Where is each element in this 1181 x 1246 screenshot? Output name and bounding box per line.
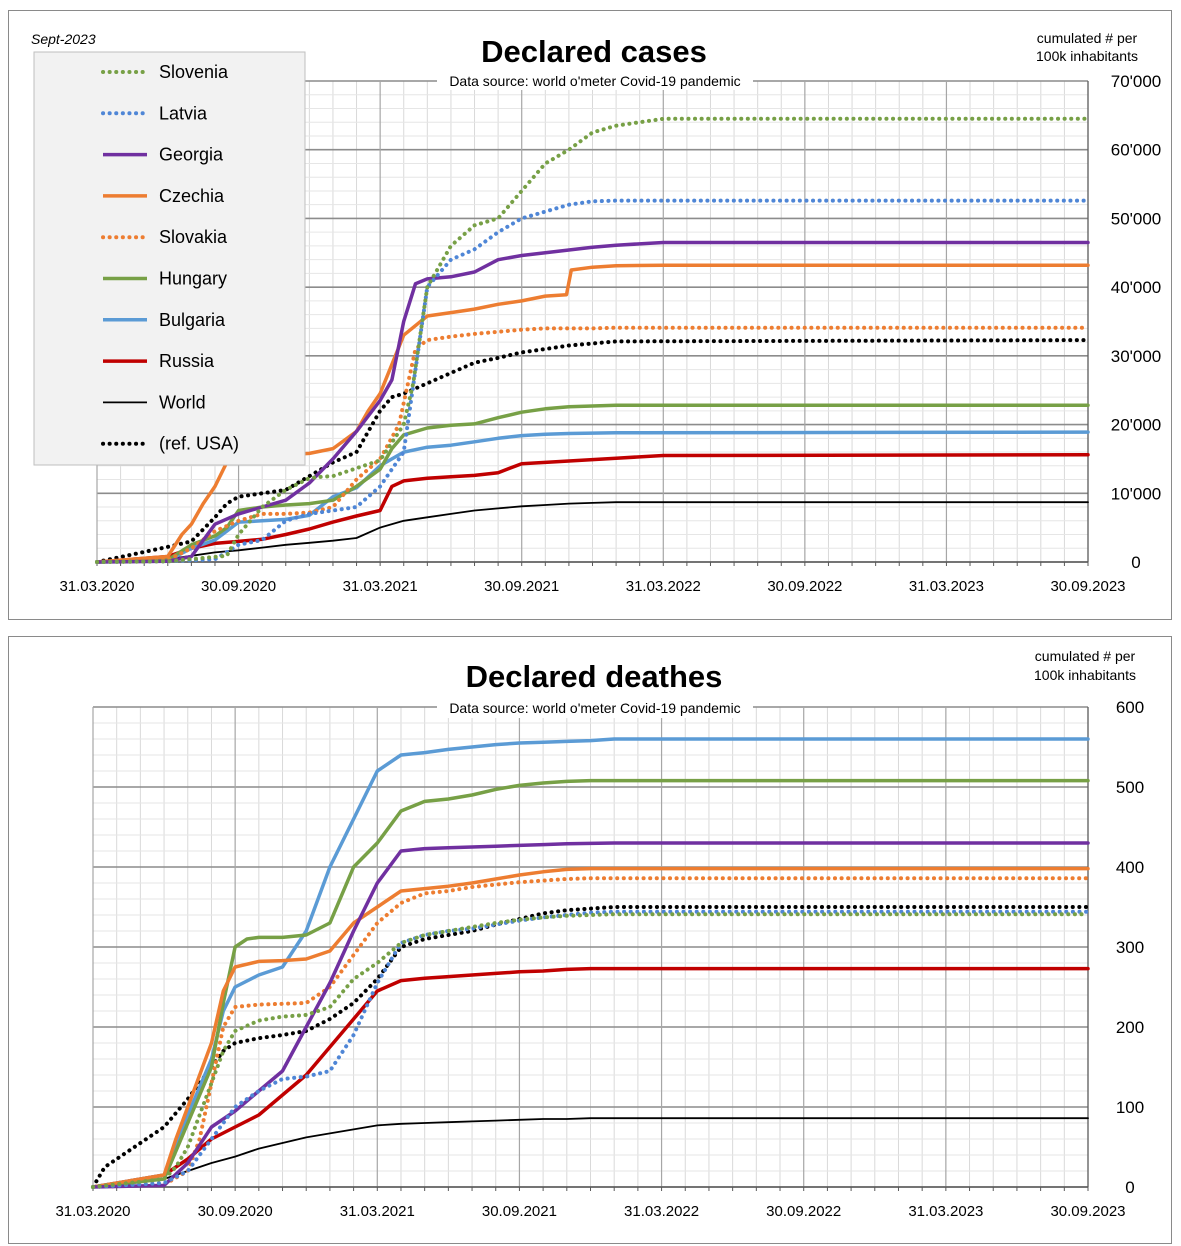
x-tick-label: 30.09.2022: [767, 578, 842, 595]
deaths-unit-label-2: 100k inhabitants: [1034, 667, 1136, 683]
y-tick-label: 10'000: [1111, 484, 1162, 503]
series-line-latvia: [91, 909, 1090, 1189]
cases-unit-label-1: cumulated # per: [1037, 30, 1138, 46]
x-tick-label: 30.09.2023: [1050, 1203, 1125, 1220]
cases-subtitle: Data source: world o'meter Covid-19 pand…: [449, 73, 740, 89]
legend-label-russia: Russia: [159, 351, 215, 371]
series-line-latvia: [95, 198, 1090, 564]
y-tick-label: 500: [1116, 778, 1144, 797]
x-tick-label: 31.03.2020: [55, 1203, 130, 1220]
deaths-subtitle: Data source: world o'meter Covid-19 pand…: [449, 700, 740, 716]
y-tick-label: 300: [1116, 938, 1144, 957]
legend-label-latvia: Latvia: [159, 103, 208, 123]
series-line-georgia: [91, 841, 1090, 1189]
cases-chart-panel: Sept-2023 Declared cases cumulated # per…: [8, 10, 1172, 620]
series-line-czechia: [91, 866, 1090, 1189]
x-tick-label: 31.03.2022: [624, 1203, 699, 1220]
x-tick-label: 30.09.2022: [766, 1203, 841, 1220]
legend: Slovenia Latvia Georgia Czechia Slovakia Hung…: [33, 51, 306, 466]
x-tick-label: 31.03.2023: [908, 1203, 983, 1220]
series-line-ref-usa: [91, 905, 1090, 1189]
y-tick-label: 20'000: [1111, 416, 1162, 435]
y-tick-label: 200: [1116, 1018, 1144, 1037]
x-tick-label: 30.09.2023: [1050, 578, 1125, 595]
date-label: Sept-2023: [31, 31, 96, 47]
series-line-slovenia: [91, 912, 1090, 1189]
legend-label-slovakia: Slovakia: [159, 227, 228, 247]
legend-label-georgia: Georgia: [159, 145, 224, 165]
x-tick-label: 31.03.2023: [909, 578, 984, 595]
cases-chart: Sept-2023 Declared cases cumulated # per…: [31, 30, 1162, 595]
x-tick-label: 31.03.2022: [626, 578, 701, 595]
y-tick-label: 60'000: [1111, 141, 1162, 160]
y-tick-label: 0: [1125, 1178, 1134, 1197]
series-line-georgia: [95, 240, 1090, 564]
x-tick-label: 30.09.2021: [484, 578, 559, 595]
y-tick-label: 600: [1116, 698, 1144, 717]
deaths-unit-label-1: cumulated # per: [1035, 648, 1136, 664]
series-line-ref-usa: [95, 338, 1090, 564]
deaths-title: Declared deathes: [466, 659, 723, 694]
legend-label-bulgaria: Bulgaria: [159, 310, 226, 330]
series-line-hungary: [91, 778, 1090, 1189]
legend-label-czechia: Czechia: [159, 186, 225, 206]
cases-title: Declared cases: [481, 34, 707, 69]
series-line-slovenia: [95, 116, 1090, 564]
series-line-slovakia: [95, 325, 1090, 564]
legend-label-hungary: Hungary: [159, 269, 227, 289]
x-tick-label: 30.09.2020: [198, 1203, 273, 1220]
x-tick-label: 30.09.2021: [482, 1203, 557, 1220]
cases-unit-label-2: 100k inhabitants: [1036, 48, 1138, 64]
y-tick-label: 50'000: [1111, 209, 1162, 228]
deaths-chart-panel: Declared deathes cumulated # per 100k in…: [8, 636, 1172, 1244]
y-tick-label: 0: [1131, 553, 1140, 572]
series-line-hungary: [95, 403, 1090, 564]
deaths-plot-area: 0 100 200 300 400 500 600 31.03.2020 30.09.2020 3…: [55, 698, 1144, 1220]
x-tick-label: 31.03.2021: [340, 1203, 415, 1220]
y-tick-label: 100: [1116, 1098, 1144, 1117]
series-line-world: [92, 1117, 1089, 1188]
series-line-czechia: [95, 263, 1090, 564]
y-tick-label: 40'000: [1111, 278, 1162, 297]
x-tick-label: 31.03.2020: [59, 578, 134, 595]
deaths-subtitle-bg: [437, 700, 753, 718]
legend-label-world: World: [159, 392, 206, 412]
x-tick-label: 31.03.2021: [343, 578, 418, 595]
y-tick-label: 30'000: [1111, 347, 1162, 366]
deaths-chart: Declared deathes cumulated # per 100k in…: [55, 648, 1144, 1220]
cases-subtitle-bg: [437, 72, 753, 90]
legend-label-slovenia: Slovenia: [159, 62, 229, 82]
y-tick-label: 400: [1116, 858, 1144, 877]
series-line-russia: [91, 966, 1090, 1189]
legend-label-ref-usa: (ref. USA): [159, 434, 239, 454]
series-line-world: [96, 501, 1089, 563]
x-tick-label: 30.09.2020: [201, 578, 276, 595]
legend-box: [33, 51, 306, 466]
y-tick-label: 70'000: [1111, 72, 1162, 91]
